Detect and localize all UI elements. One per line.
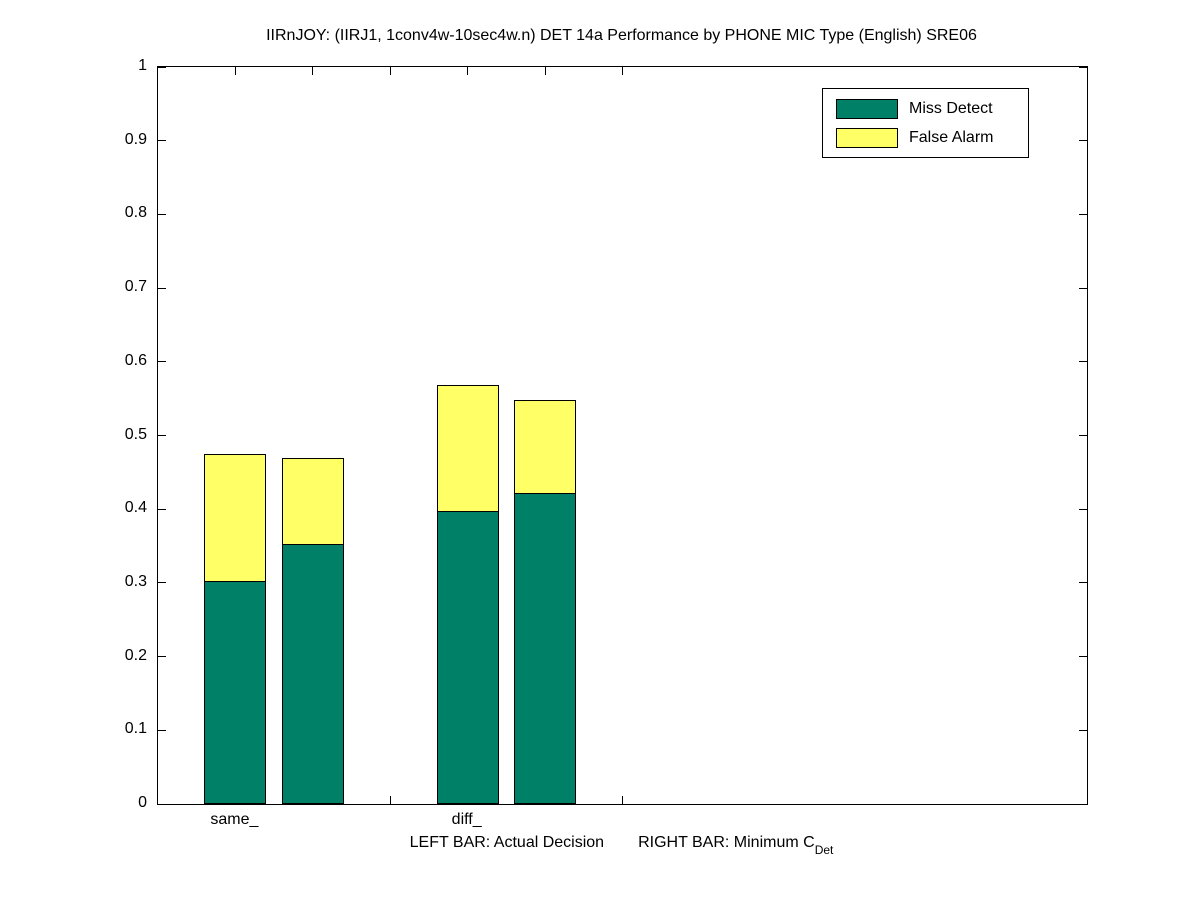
legend-swatch-miss-detect: [836, 99, 898, 119]
bar-segment-false-alarm: [204, 453, 267, 583]
bar-segment-miss-detect: [436, 511, 499, 804]
x-axis-tick-top: [544, 67, 546, 75]
y-axis-tick-left: [158, 361, 166, 363]
bar-segment-miss-detect: [514, 492, 577, 804]
bar-segment-miss-detect: [281, 543, 344, 804]
y-axis-tick-left: [158, 435, 166, 436]
x-axis-tick-top: [312, 67, 314, 75]
y-axis-tick-right: [1079, 435, 1087, 436]
plot-area: [157, 66, 1088, 805]
y-axis-tick-label: 0: [138, 794, 147, 811]
bar-segment-false-alarm: [514, 400, 577, 494]
x-axis-label-left: LEFT BAR: Actual Decision: [409, 834, 605, 851]
x-axis-tick-top: [467, 67, 469, 75]
y-axis-tick-label: 0.2: [124, 646, 147, 664]
legend-item: Miss Detect: [836, 99, 1016, 120]
y-axis-tick-right: [1079, 508, 1087, 510]
legend-item: False Alarm: [836, 128, 1016, 149]
y-axis-tick-left: [158, 140, 166, 142]
y-axis-tick-label: 0.8: [124, 204, 147, 222]
x-axis-tick-bottom: [622, 796, 623, 804]
y-axis-tick-label: 0.1: [124, 720, 147, 738]
x-axis-label-right: RIGHT BAR: Minimum C: [638, 834, 815, 851]
y-axis-tick-right: [1079, 729, 1087, 731]
bar-segment-false-alarm: [436, 385, 499, 513]
y-axis-tick-label: 0.4: [124, 499, 147, 517]
y-axis-tick-left: [158, 508, 166, 510]
y-axis-tick-right: [1079, 803, 1087, 805]
y-axis-tick-right: [1079, 140, 1087, 142]
x-axis-label: LEFT BAR: Actual Decision RIGHT BAR: Mini…: [157, 834, 1086, 856]
y-axis-tick-right: [1079, 66, 1087, 68]
y-axis-tick-label: 0.3: [124, 572, 147, 590]
y-axis-tick-right: [1079, 656, 1087, 658]
x-axis-category-label: diff_: [451, 811, 482, 828]
y-axis-tick-label: 0.5: [124, 425, 147, 443]
bar-segment-false-alarm: [281, 457, 344, 545]
y-axis-tick-left: [158, 582, 166, 584]
y-axis-tick-label: 0.7: [124, 278, 147, 296]
x-axis-tick-top: [234, 67, 236, 75]
y-axis-tick-right: [1079, 361, 1087, 363]
y-axis-tick-right: [1079, 582, 1087, 584]
x-axis-tick-top: [389, 67, 391, 75]
bar-segment-miss-detect: [204, 581, 267, 804]
x-axis-category-label: same_: [210, 811, 259, 828]
legend-box: Miss Detect False Alarm: [822, 88, 1029, 158]
y-axis-tick-label: 0.9: [124, 130, 147, 148]
chart-title: IIRnJOY: (IIRJ1, 1conv4w-10sec4w.n) DET …: [266, 27, 977, 44]
legend-label: Miss Detect: [909, 100, 993, 117]
legend-label: False Alarm: [909, 129, 994, 146]
y-axis-tick-left: [158, 213, 166, 215]
y-axis-tick-left: [158, 66, 166, 68]
x-axis-label-subscript: Det: [814, 843, 834, 857]
y-axis-tick-label: 0.6: [124, 351, 147, 369]
x-axis-tick-bottom: [389, 796, 391, 804]
y-axis-tick-label: 1: [138, 57, 147, 74]
y-axis-tick-left: [158, 803, 166, 805]
legend-swatch-false-alarm: [836, 128, 898, 148]
y-axis-tick-left: [158, 729, 166, 731]
y-axis-tick-right: [1079, 213, 1087, 215]
y-axis-tick-left: [158, 287, 166, 289]
x-axis-tick-top: [622, 67, 623, 75]
y-axis-tick-left: [158, 656, 166, 658]
y-axis-tick-right: [1079, 287, 1087, 289]
